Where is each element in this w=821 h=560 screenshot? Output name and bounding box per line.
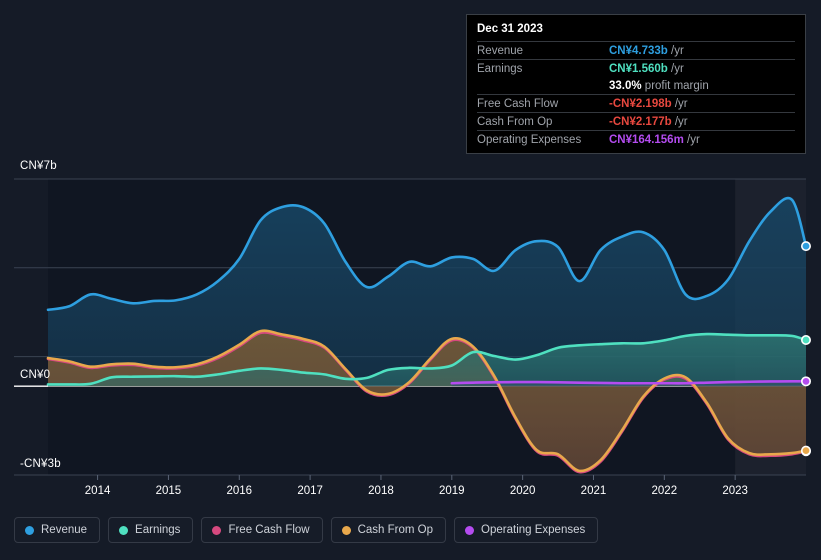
chart-svg xyxy=(14,178,811,480)
series-endpoint-cash-from-op xyxy=(800,445,811,456)
legend-item-earnings[interactable]: Earnings xyxy=(108,517,194,543)
series-line-revenue xyxy=(46,196,808,312)
y-axis-label-zero: CN¥0 xyxy=(20,369,51,381)
series-area-earnings xyxy=(48,334,806,387)
legend-item-revenue[interactable]: Revenue xyxy=(14,517,101,543)
legend-swatch-icon xyxy=(465,525,475,535)
tooltip-row-value: 33.0% profit margin xyxy=(609,80,709,92)
legend-item-label: Revenue xyxy=(41,524,88,536)
series-line-earnings xyxy=(46,332,808,386)
tooltip-row-value: -CN¥2.177b /yr xyxy=(609,112,795,131)
series-area-revenue xyxy=(48,198,806,387)
x-axis-label: 2016 xyxy=(226,485,253,497)
legend-item-label: Operating Expenses xyxy=(481,524,586,536)
tooltip-row-label: Earnings xyxy=(477,59,609,77)
tooltip-row-value: CN¥4.733b /yr xyxy=(609,41,795,60)
tooltip-row: Free Cash Flow -CN¥2.198b /yr xyxy=(477,94,795,113)
series-line-operating-expenses xyxy=(450,380,808,385)
tooltip-row-value: CN¥164.156m /yr xyxy=(609,130,795,148)
legend-swatch-icon xyxy=(25,525,34,535)
x-axis-label: 2021 xyxy=(580,485,607,497)
tooltip-row: Revenue CN¥4.733b /yr xyxy=(477,41,795,60)
legend-swatch-icon xyxy=(119,525,129,535)
legend-item-label: Free Cash Flow xyxy=(228,524,310,536)
tooltip-row-label: Operating Expenses xyxy=(477,130,609,148)
x-axis-label: 2022 xyxy=(651,485,678,497)
tooltip-row: Operating Expenses CN¥164.156m /yr xyxy=(477,130,795,148)
series-area-cash-from-op xyxy=(48,330,806,471)
tooltip-date: Dec 31 2023 xyxy=(477,23,543,35)
tooltip-row-value: -CN¥2.198b /yr xyxy=(609,94,795,113)
chart-plot-area[interactable] xyxy=(0,155,821,485)
series-endpoint-operating-expenses xyxy=(800,376,811,387)
tooltip-row: Earnings CN¥1.560b /yr xyxy=(477,59,795,77)
chart-legend[interactable]: Revenue Earnings Free Cash Flow Cash From O… xyxy=(14,517,599,543)
tooltip-row: Cash From Op -CN¥2.177b /yr xyxy=(477,112,795,131)
x-axis-label: 2015 xyxy=(155,485,182,497)
chart-tooltip: Dec 31 2023 Revenue CN¥4.733b /yr Earnings… xyxy=(466,14,806,154)
x-axis-label: 2023 xyxy=(722,485,748,497)
tooltip-table: Revenue CN¥4.733b /yr Earnings CN¥1.560b /y… xyxy=(477,41,795,148)
tooltip-row-label xyxy=(477,77,609,95)
tooltip-row-value: CN¥1.560b /yr xyxy=(609,59,795,77)
series-line-cash-from-op xyxy=(46,329,808,473)
series-endpoint-revenue xyxy=(800,241,811,252)
tooltip-row-label: Cash From Op xyxy=(477,112,609,131)
x-axis-label: 2019 xyxy=(438,485,465,497)
legend-item-operating-expenses[interactable]: Operating Expenses xyxy=(454,517,599,543)
legend-item-label: Earnings xyxy=(135,524,181,536)
legend-swatch-icon xyxy=(341,525,351,535)
y-axis-label-bottom: -CN¥3b xyxy=(20,458,61,470)
legend-item-cash-from-op[interactable]: Cash From Op xyxy=(330,517,447,543)
x-axis-label: 2017 xyxy=(297,485,323,497)
legend-item-free-cash-flow[interactable]: Free Cash Flow xyxy=(201,517,323,543)
legend-item-label: Cash From Op xyxy=(357,524,434,536)
y-axis-label-top: CN¥7b xyxy=(20,160,57,172)
tooltip-row-label: Revenue xyxy=(477,41,609,60)
legend-swatch-icon xyxy=(212,525,222,535)
tooltip-row: 33.0% profit margin xyxy=(477,77,795,95)
x-axis-label: 2020 xyxy=(509,485,536,497)
x-axis-label: 2014 xyxy=(84,485,111,497)
tooltip-row-label: Free Cash Flow xyxy=(477,94,609,113)
x-axis-label: 2018 xyxy=(368,485,394,497)
series-endpoint-earnings xyxy=(800,335,811,346)
